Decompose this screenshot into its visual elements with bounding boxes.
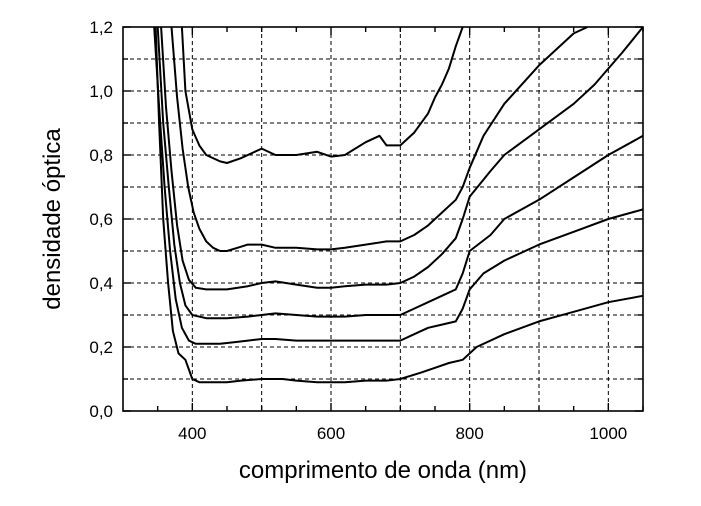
y-tick-label: 0,2	[89, 338, 113, 357]
x-tick-label: 1000	[589, 424, 627, 443]
x-axis-label: comprimento de onda (nm)	[239, 457, 527, 484]
y-tick-label: 0,8	[89, 146, 113, 165]
series-line-3	[156, 26, 644, 320]
x-tick-label: 800	[455, 424, 483, 443]
y-tick-label: 0,4	[89, 274, 113, 293]
series-line-5	[170, 26, 588, 252]
series-line-6	[180, 26, 464, 164]
series-line-4	[160, 26, 644, 291]
axis-ticks	[123, 26, 644, 412]
y-tick-label: 0,6	[89, 210, 113, 229]
y-axis-label: densidade óptica	[39, 128, 66, 310]
y-tick-label: 1,2	[89, 18, 113, 37]
x-tick-label: 400	[178, 424, 206, 443]
series-line-2	[153, 26, 644, 345]
y-tick-label: 1,0	[89, 82, 113, 101]
tick-labels: 400 600 800 1000 0,0 0,2 0,4 0,6 0,8 1,0 1,2	[89, 18, 627, 443]
series-line-1	[154, 26, 644, 384]
x-tick-label: 600	[317, 424, 345, 443]
series-lines	[153, 26, 644, 384]
y-tick-label: 0,0	[89, 402, 113, 421]
grid-lines	[123, 27, 643, 411]
